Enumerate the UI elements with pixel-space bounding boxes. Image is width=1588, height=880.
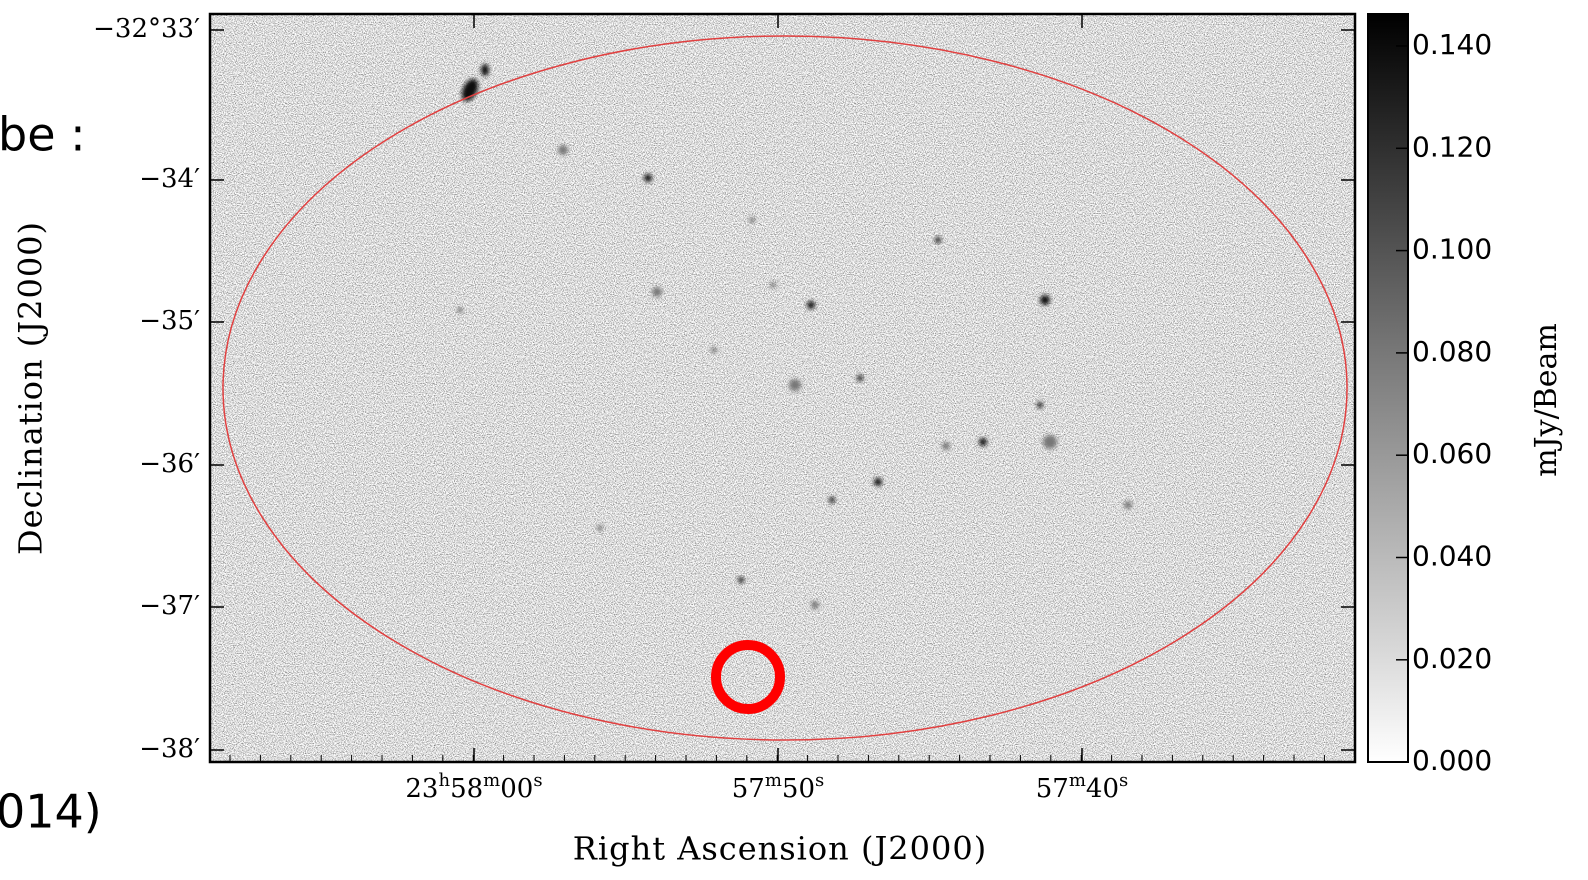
x-tick-label: 57m40s <box>1036 770 1129 804</box>
x-tick-unit: m <box>1069 770 1086 791</box>
y-tick-label: −32°33′ <box>93 14 200 44</box>
x-tick-unit: h <box>438 770 450 791</box>
colorbar-tick-label: 0.020 <box>1412 642 1492 675</box>
colorbar-tick-label: 0.100 <box>1412 233 1492 266</box>
y-axis-label: Declination (J2000) <box>12 221 50 555</box>
x-tick-number: 00 <box>500 774 533 804</box>
x-tick-unit: m <box>765 770 782 791</box>
slide-text: 014) <box>0 785 102 839</box>
y-tick-label: −34′ <box>139 164 200 194</box>
x-tick-unit: s <box>815 770 824 791</box>
x-tick-unit: s <box>533 770 542 791</box>
colorbar-tick-label: 0.140 <box>1412 28 1492 61</box>
x-tick-number: 50 <box>782 774 815 804</box>
colorbar <box>1368 14 1408 762</box>
radio-image <box>210 14 1355 762</box>
x-tick-label: 23h58m00s <box>405 770 542 804</box>
y-tick-label: −37′ <box>139 591 200 621</box>
x-tick-number: 40 <box>1086 774 1119 804</box>
y-tick-label: −35′ <box>139 306 200 336</box>
x-tick-number: 23 <box>405 774 438 804</box>
colorbar-label: mJy/Beam <box>1529 323 1564 477</box>
x-tick-number: 58 <box>450 774 483 804</box>
colorbar-tick-label: 0.000 <box>1412 744 1492 777</box>
page: { "slide_fragments": { "left_text": "be … <box>0 0 1588 880</box>
x-tick-unit: m <box>483 770 500 791</box>
colorbar-tick-label: 0.060 <box>1412 437 1492 470</box>
slide: be : 014) −32°33′−34′−35′−36′−37′−3 <box>0 0 1588 880</box>
colorbar-tick-label: 0.120 <box>1412 130 1492 163</box>
x-tick-number: 57 <box>732 774 765 804</box>
slide-text: be : <box>0 108 86 162</box>
x-tick-label: 57m50s <box>732 770 825 804</box>
x-axis-label: Right Ascension (J2000) <box>573 830 987 868</box>
x-tick-number: 57 <box>1036 774 1069 804</box>
y-tick-label: −38′ <box>139 734 200 764</box>
colorbar-tick-label: 0.080 <box>1412 335 1492 368</box>
x-tick-unit: s <box>1119 770 1128 791</box>
colorbar-tick-label: 0.040 <box>1412 540 1492 573</box>
y-tick-label: −36′ <box>139 449 200 479</box>
